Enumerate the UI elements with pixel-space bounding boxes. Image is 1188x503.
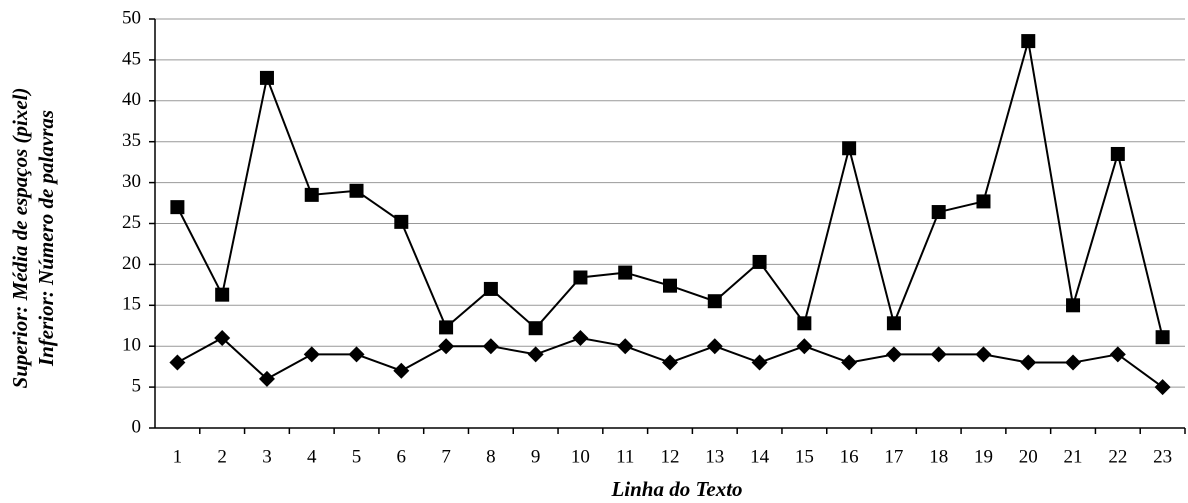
x-tick-label: 14 <box>750 446 770 467</box>
diamond-marker <box>527 346 544 363</box>
square-marker <box>931 205 946 220</box>
x-tick-label: 2 <box>217 446 227 467</box>
square-marker <box>483 281 498 296</box>
diamond-marker <box>214 330 231 347</box>
diamond-marker <box>393 362 410 379</box>
x-tick-label: 1 <box>173 446 183 467</box>
diamond-marker <box>348 346 365 363</box>
x-tick-label: 11 <box>616 446 634 467</box>
diamond-marker <box>482 338 499 355</box>
square-marker <box>752 254 767 269</box>
square-marker <box>304 187 319 202</box>
diamond-marker <box>303 346 320 363</box>
diamond-marker <box>930 346 947 363</box>
series-line <box>176 40 1164 338</box>
x-tick-label: 19 <box>974 446 993 467</box>
y-axis-label: Inferior: Número de palavras <box>34 110 58 367</box>
diamond-marker <box>572 330 589 347</box>
square-marker <box>663 278 677 293</box>
x-tick-label: 21 <box>1064 446 1083 467</box>
diamond-marker <box>1020 354 1037 371</box>
diamond-marker <box>885 346 902 363</box>
diamond-marker <box>1065 354 1082 371</box>
square-marker <box>976 194 991 209</box>
x-tick-label: 7 <box>441 446 451 467</box>
y-tick-label: 0 <box>132 416 142 437</box>
square-marker <box>259 70 274 85</box>
x-tick-label: 9 <box>531 446 541 467</box>
square-marker <box>439 320 454 335</box>
diamond-marker <box>706 338 723 355</box>
x-tick-label: 3 <box>262 446 272 467</box>
square-marker <box>1021 34 1036 49</box>
square-marker <box>1155 330 1170 345</box>
y-tick-label: 50 <box>122 7 141 28</box>
diamond-marker <box>169 354 186 371</box>
x-tick-label: 17 <box>884 446 903 467</box>
x-axis-label: Linha do Texto <box>610 477 742 501</box>
diamond-marker <box>841 354 858 371</box>
y-axis-label: Superior: Média de espaços (pixel) <box>8 88 32 389</box>
square-marker <box>1066 298 1081 313</box>
diamond-marker <box>438 338 455 355</box>
x-tick-label: 12 <box>661 446 680 467</box>
square-marker <box>618 265 633 280</box>
x-tick-label: 20 <box>1019 446 1038 467</box>
x-tick-label: 13 <box>705 446 724 467</box>
diamond-marker <box>662 354 678 371</box>
square-marker <box>215 287 230 302</box>
diamond-marker <box>617 338 634 355</box>
x-tick-label: 4 <box>307 446 317 467</box>
diamond-marker <box>751 354 768 371</box>
x-tick-label: 16 <box>840 446 859 467</box>
y-tick-label: 20 <box>122 253 141 274</box>
y-tick-label: 15 <box>122 294 141 315</box>
y-tick-label: 35 <box>122 130 141 151</box>
square-marker <box>886 316 901 331</box>
y-tick-label: 10 <box>122 335 141 356</box>
square-marker <box>349 183 364 198</box>
square-marker <box>170 200 185 215</box>
x-tick-label: 8 <box>486 446 496 467</box>
x-tick-label: 23 <box>1153 446 1172 467</box>
square-marker <box>573 270 588 285</box>
x-tick-label: 18 <box>929 446 948 467</box>
square-marker <box>1110 146 1125 161</box>
y-tick-label: 40 <box>122 89 141 110</box>
square-marker <box>528 321 543 336</box>
diamond-marker <box>258 370 275 387</box>
diamond-marker <box>1109 346 1126 363</box>
x-tick-label: 22 <box>1108 446 1127 467</box>
diamond-marker <box>796 338 813 355</box>
y-tick-label: 25 <box>122 212 141 233</box>
square-marker <box>707 294 722 309</box>
x-tick-label: 5 <box>352 446 362 467</box>
square-marker <box>797 316 812 331</box>
y-tick-label: 45 <box>122 48 141 69</box>
diamond-marker <box>975 346 992 363</box>
x-tick-label: 10 <box>571 446 590 467</box>
y-tick-label: 30 <box>122 171 141 192</box>
y-tick-label: 5 <box>132 375 142 396</box>
square-marker <box>842 141 857 156</box>
diamond-marker <box>1154 379 1171 396</box>
x-tick-label: 6 <box>397 446 407 467</box>
square-marker <box>394 214 409 229</box>
x-tick-label: 15 <box>795 446 814 467</box>
